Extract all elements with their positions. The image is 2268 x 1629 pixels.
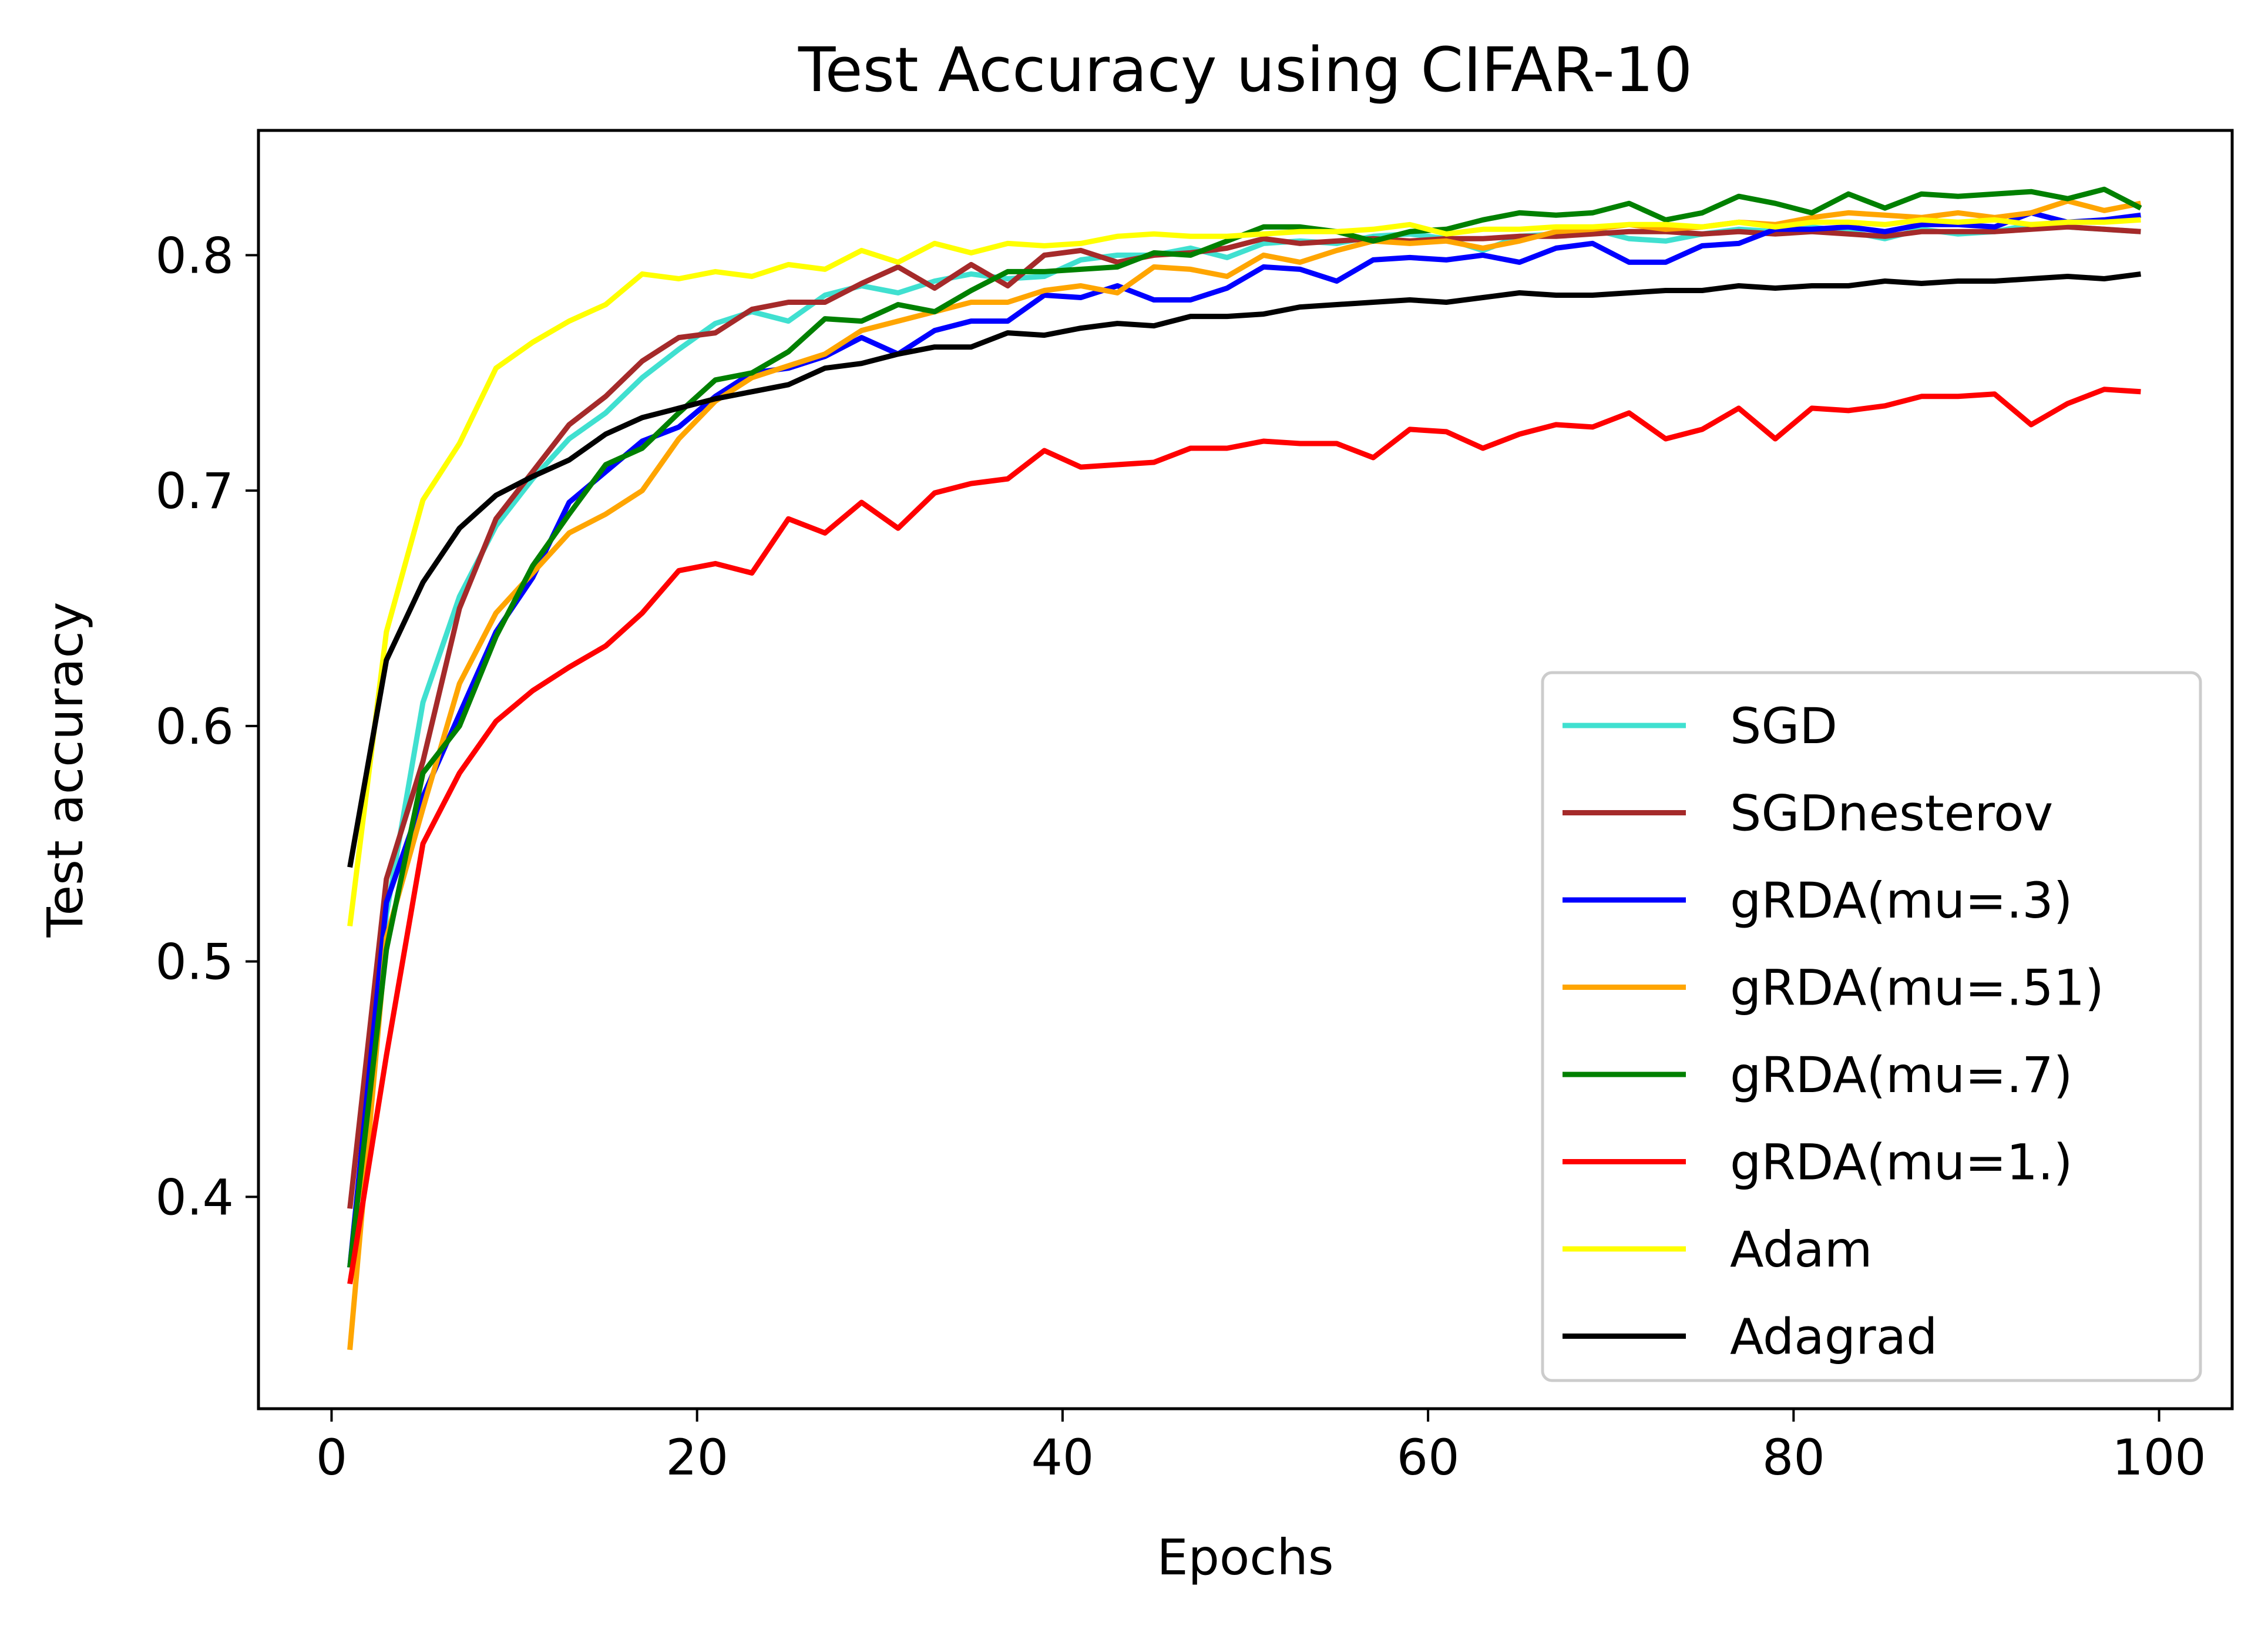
x-axis-label: Epochs [1157,1529,1334,1586]
legend-entry: Adagrad [1563,1308,1937,1366]
legend-entries: SGD SGDnesterov gRDA(mu=.3) gRDA(mu=.51) gRD… [1563,697,2104,1366]
legend-entry: SGDnesterov [1563,785,2053,842]
legend-label: gRDA(mu=.7) [1730,1046,2073,1104]
legend: SGD SGDnesterov gRDA(mu=.3) gRDA(mu=.51) gRD… [1541,671,2202,1382]
y-axis-label: Test accuracy [36,602,94,938]
series-line-adagrad [347,271,2141,868]
x-axis: 0 20 40 60 80 100 [316,1409,2206,1486]
legend-label: SGD [1730,697,1837,755]
x-tick-label: 100 [2112,1429,2206,1486]
legend-label: Adam [1730,1221,1873,1278]
x-tick-label: 40 [1031,1429,1094,1486]
series-line-adam [347,217,2141,927]
series-line-sgdnesterov [347,224,2141,1209]
x-tick-label: 20 [666,1429,728,1486]
x-tick-label: 0 [316,1429,347,1486]
series-line-grda-mu-51 [347,198,2142,1351]
legend-label: gRDA(mu=.51) [1730,959,2104,1017]
y-tick-label: 0.4 [155,1168,234,1226]
y-axis: 0.4 0.5 0.6 0.7 0.8 [155,227,258,1226]
legend-entry: SGD [1563,697,1837,755]
legend-entry: gRDA(mu=1.) [1563,1134,2073,1191]
chart-title: Test Accuracy using CIFAR-10 [798,34,1692,106]
legend-entry: gRDA(mu=.3) [1563,872,2073,929]
plot-frame [257,129,2234,1410]
y-tick-label: 0.5 [155,933,234,991]
legend-box [1541,671,2202,1382]
legend-label: gRDA(mu=.3) [1730,872,2073,929]
series-line-grda-mu-1 [347,387,2141,1285]
legend-entry: Adam [1563,1221,1873,1278]
legend-label: Adagrad [1730,1308,1937,1366]
y-tick-label: 0.7 [155,462,234,520]
legend-entry: gRDA(mu=.51) [1563,959,2104,1017]
y-tick-label: 0.6 [155,698,234,755]
legend-label: SGDnesterov [1730,785,2053,842]
series-line-sgd [347,221,2141,1268]
x-tick-label: 60 [1397,1429,1460,1486]
x-tick-label: 80 [1762,1429,1825,1486]
plot-area [257,129,2234,1410]
y-tick-label: 0.8 [155,227,234,284]
legend-entry: gRDA(mu=.7) [1563,1046,2073,1104]
legend-label: gRDA(mu=1.) [1730,1134,2073,1191]
series-layer [347,186,2142,1351]
